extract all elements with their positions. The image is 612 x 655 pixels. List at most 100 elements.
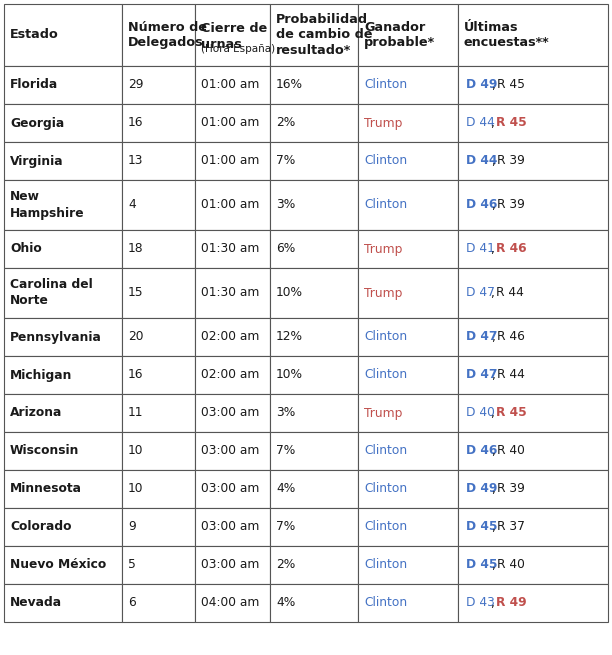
Text: Virginia: Virginia	[10, 155, 64, 168]
Bar	[270, 4, 358, 66]
Bar	[122, 66, 195, 104]
Bar	[270, 318, 358, 356]
Text: 03:00 am: 03:00 am	[201, 483, 259, 495]
Text: D 40: D 40	[466, 407, 495, 419]
Bar	[122, 584, 195, 622]
Text: 01:00 am: 01:00 am	[201, 155, 259, 168]
Bar	[270, 142, 358, 180]
Text: R 39: R 39	[497, 198, 524, 212]
Text: Florida: Florida	[10, 79, 58, 92]
Text: 03:00 am: 03:00 am	[201, 407, 259, 419]
Bar	[358, 66, 458, 104]
Text: Clinton: Clinton	[364, 445, 407, 457]
Text: 03:00 am: 03:00 am	[201, 559, 259, 572]
Text: ,: ,	[490, 286, 494, 299]
Text: Probabilidad
de cambio de
resultado*: Probabilidad de cambio de resultado*	[276, 13, 373, 57]
Text: 6%: 6%	[276, 242, 295, 255]
Text: 10%: 10%	[276, 286, 303, 299]
Text: 16%: 16%	[276, 79, 303, 92]
Bar	[458, 142, 608, 180]
Bar	[195, 104, 270, 142]
Text: 6: 6	[128, 597, 136, 610]
Text: ,: ,	[491, 369, 495, 381]
Text: Clinton: Clinton	[364, 559, 407, 572]
Bar	[4, 66, 122, 104]
Text: Número de
Delegados: Número de Delegados	[128, 21, 207, 49]
Text: R 45: R 45	[497, 79, 524, 92]
Bar	[195, 546, 270, 584]
Bar	[4, 4, 122, 66]
Text: Trump: Trump	[364, 117, 402, 130]
Text: D 47: D 47	[466, 369, 498, 381]
Text: ,: ,	[491, 198, 495, 212]
Bar	[270, 104, 358, 142]
Bar	[458, 4, 608, 66]
Bar	[358, 546, 458, 584]
Bar	[122, 142, 195, 180]
Text: R 37: R 37	[497, 521, 524, 534]
Bar	[4, 142, 122, 180]
Text: 01:00 am: 01:00 am	[201, 198, 259, 212]
Bar	[122, 432, 195, 470]
Text: 01:30 am: 01:30 am	[201, 242, 259, 255]
Text: D 43: D 43	[466, 597, 495, 610]
Bar	[195, 142, 270, 180]
Text: D 44: D 44	[466, 117, 495, 130]
Text: 03:00 am: 03:00 am	[201, 521, 259, 534]
Bar	[458, 66, 608, 104]
Text: Trump: Trump	[364, 286, 402, 299]
Bar	[270, 268, 358, 318]
Bar	[4, 394, 122, 432]
Text: Últimas
encuestas**: Últimas encuestas**	[464, 21, 550, 49]
Bar	[4, 432, 122, 470]
Bar	[458, 546, 608, 584]
Bar	[358, 584, 458, 622]
Text: 01:00 am: 01:00 am	[201, 117, 259, 130]
Bar	[358, 268, 458, 318]
Text: 16: 16	[128, 369, 143, 381]
Text: D 49: D 49	[466, 483, 498, 495]
Text: 5: 5	[128, 559, 136, 572]
Bar	[458, 470, 608, 508]
Text: 03:00 am: 03:00 am	[201, 445, 259, 457]
Text: R 46: R 46	[497, 331, 524, 343]
Bar	[458, 394, 608, 432]
Text: 4: 4	[128, 198, 136, 212]
Bar	[458, 356, 608, 394]
Text: 01:00 am: 01:00 am	[201, 79, 259, 92]
Text: 13: 13	[128, 155, 143, 168]
Text: R 39: R 39	[497, 483, 524, 495]
Bar	[4, 584, 122, 622]
Text: ,: ,	[491, 331, 495, 343]
Text: 15: 15	[128, 286, 144, 299]
Bar	[4, 508, 122, 546]
Text: 01:30 am: 01:30 am	[201, 286, 259, 299]
Bar	[358, 104, 458, 142]
Text: 2%: 2%	[276, 117, 295, 130]
Bar	[458, 268, 608, 318]
Text: 3%: 3%	[276, 198, 295, 212]
Text: 02:00 am: 02:00 am	[201, 369, 259, 381]
Bar	[195, 66, 270, 104]
Bar	[122, 318, 195, 356]
Bar	[458, 104, 608, 142]
Bar	[4, 180, 122, 230]
Text: D 46: D 46	[466, 445, 498, 457]
Text: Cierre de
urnas: Cierre de urnas	[201, 22, 267, 50]
Bar	[358, 394, 458, 432]
Bar	[122, 356, 195, 394]
Text: Nevada: Nevada	[10, 597, 62, 610]
Text: D 45: D 45	[466, 521, 498, 534]
Text: 12%: 12%	[276, 331, 303, 343]
Bar	[270, 470, 358, 508]
Text: 4%: 4%	[276, 483, 295, 495]
Text: D 45: D 45	[466, 559, 498, 572]
Text: ,: ,	[490, 117, 494, 130]
Text: Ganador
probable*: Ganador probable*	[364, 21, 435, 49]
Bar	[4, 230, 122, 268]
Text: ,: ,	[491, 79, 495, 92]
Text: ,: ,	[490, 597, 494, 610]
Bar	[358, 4, 458, 66]
Text: ,: ,	[491, 155, 495, 168]
Bar	[195, 432, 270, 470]
